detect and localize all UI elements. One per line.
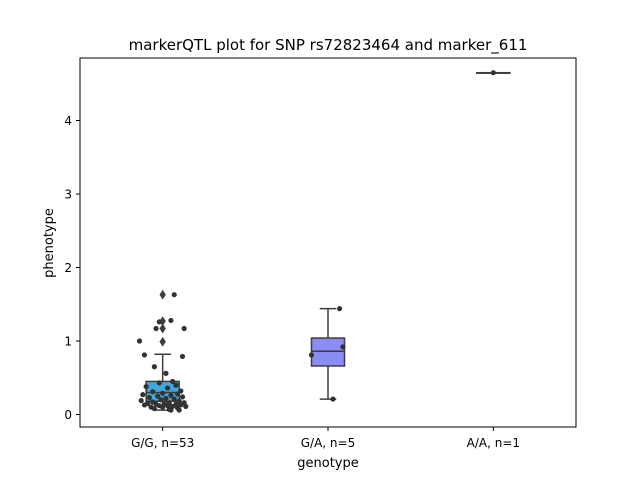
data-point — [141, 352, 148, 358]
data-point — [138, 397, 144, 404]
data-point — [163, 370, 169, 376]
data-point — [340, 344, 346, 350]
data-point — [490, 70, 496, 76]
data-point — [158, 397, 164, 403]
data-point — [163, 395, 169, 401]
y-tick-label: 1 — [64, 334, 72, 348]
data-point — [179, 394, 186, 400]
data-point — [330, 396, 336, 402]
data-point — [168, 392, 174, 398]
data-point — [179, 353, 186, 360]
y-tick-label: 0 — [64, 408, 72, 422]
data-point — [146, 394, 153, 401]
y-axis: 0 1 2 3 4 — [64, 114, 80, 422]
y-axis-label: phenotype — [42, 208, 57, 278]
y-tick-label: 4 — [64, 114, 72, 128]
outlier-marker — [159, 323, 166, 334]
x-tick-label: A/A, n=1 — [467, 436, 520, 450]
data-point — [155, 393, 161, 399]
data-point — [168, 407, 174, 413]
data-point — [160, 404, 166, 410]
data-point — [308, 352, 315, 358]
data-point — [173, 382, 179, 388]
data-point — [141, 402, 148, 408]
data-point — [151, 406, 157, 412]
y-tick-label: 3 — [64, 187, 72, 201]
x-axis: G/G, n=53 G/A, n=5 A/A, n=1 — [131, 427, 520, 450]
box-group — [310, 307, 346, 400]
data-point — [165, 385, 171, 391]
data-point — [153, 325, 159, 332]
x-axis-label: genotype — [297, 456, 358, 471]
plot-area — [136, 70, 511, 413]
data-point — [140, 392, 146, 398]
data-point — [171, 292, 177, 298]
data-point — [160, 390, 166, 396]
data-point — [181, 325, 187, 332]
data-point — [143, 383, 149, 390]
outlier-marker — [159, 289, 166, 300]
data-point — [176, 407, 182, 413]
y-tick-label: 2 — [64, 261, 72, 275]
data-point — [136, 338, 143, 344]
x-tick-label: G/A, n=5 — [301, 436, 355, 450]
data-point — [156, 319, 162, 325]
outlier-marker — [159, 336, 166, 347]
data-point — [336, 306, 343, 312]
data-point — [156, 380, 162, 386]
data-point — [151, 364, 157, 370]
data-point — [169, 378, 176, 385]
data-point — [183, 403, 189, 410]
axes-frame — [79, 57, 577, 428]
data-point — [174, 391, 181, 397]
x-tick-label: G/G, n=53 — [131, 436, 194, 450]
data-point — [150, 389, 156, 395]
chart-title: markerQTL plot for SNP rs72823464 and ma… — [129, 36, 528, 55]
data-point — [171, 396, 177, 402]
data-point — [168, 317, 174, 324]
